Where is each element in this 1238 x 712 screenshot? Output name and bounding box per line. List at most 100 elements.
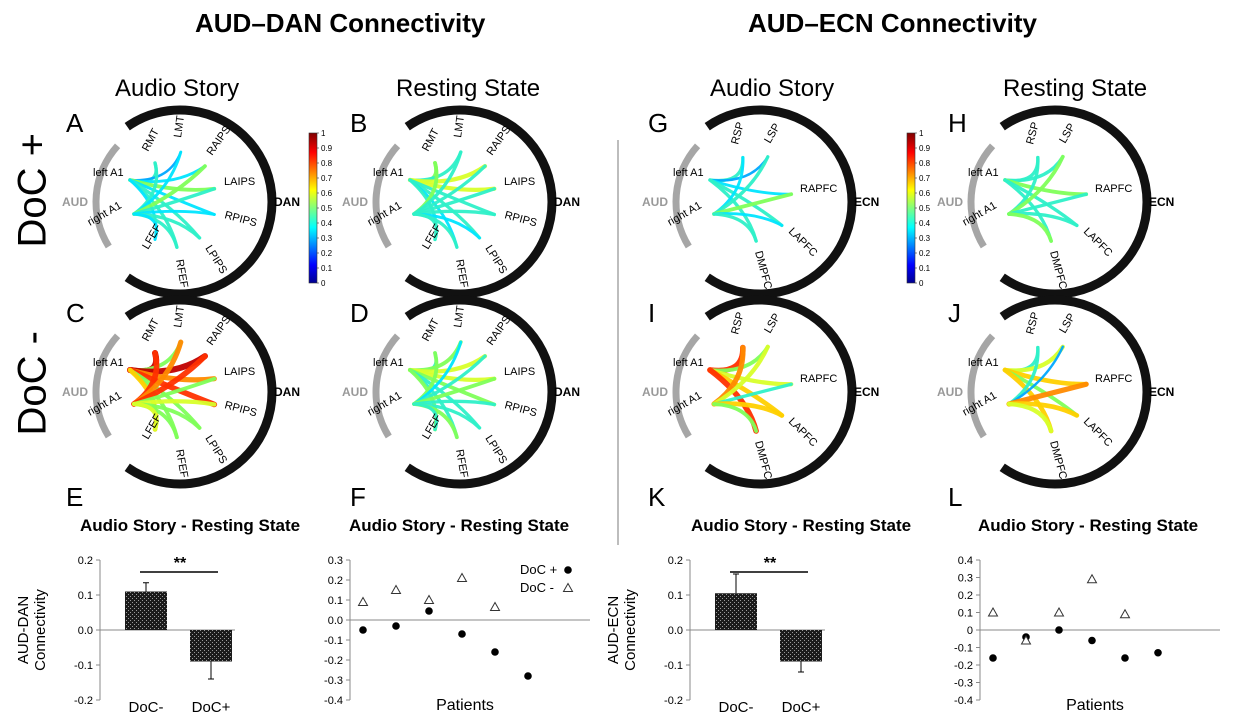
node-label-right-a1: right A1 — [86, 390, 124, 419]
row-label-doc-minus: DoC - — [10, 331, 55, 436]
node-label: LSP — [762, 121, 783, 145]
node-label: RSP — [729, 311, 746, 336]
data-point-triangle — [456, 572, 468, 582]
conn: left A1 right A1 RSP LSP RAPFC LAPFC DMPFC AUD E… — [642, 105, 879, 299]
node-label: RAPFC — [800, 373, 837, 385]
node-label: LFEF — [140, 412, 164, 442]
data-point-circle — [1154, 648, 1162, 657]
connection-line — [712, 192, 794, 216]
y-tick-label: -0.1 — [664, 660, 683, 672]
connection-line — [712, 212, 758, 243]
node-label: LPIPS — [202, 433, 229, 466]
colorbar-tick-label: 0.5 — [919, 204, 931, 213]
node-label: RSP — [1024, 311, 1041, 336]
column-title-audio-story-ecn: Audio Story — [710, 75, 835, 102]
colorbar-tick-label: 0.3 — [321, 234, 333, 243]
y-tick-label: 0.4 — [958, 555, 973, 567]
node-label: RFEF — [453, 448, 470, 479]
category-label: DoC- — [718, 699, 753, 712]
y-tick-label: 0.1 — [328, 595, 343, 607]
aud-arc — [92, 333, 121, 439]
connectogram-g: left A1 right A1 RSP LSP RAPFC LAPFC DMPFC AUD E… — [642, 105, 879, 299]
category-label: DoC+ — [192, 699, 231, 712]
connectogram-i: left A1 right A1 RSP LSP RAPFC LAPFC DMPFC AUD E… — [642, 295, 879, 489]
y-tick-label: 0.0 — [78, 625, 93, 637]
network-arc — [704, 105, 857, 299]
data-point-triangle — [489, 601, 501, 611]
y-axis-label: AUD-DANConnectivity — [15, 589, 49, 671]
node-label: LAIPS — [504, 366, 535, 378]
connection-line — [1007, 192, 1088, 216]
node-label: RPIPS — [503, 399, 538, 419]
node-label: DMPFC — [752, 440, 774, 481]
y-tick-label: -0.2 — [664, 695, 683, 707]
panel-letter-c: C — [66, 298, 85, 328]
panel-letter-j: J — [948, 298, 961, 328]
panel-letter-k: K — [648, 482, 666, 512]
network-name-aud: AUD — [342, 195, 368, 209]
subtitle-k: Audio Story - Resting State — [691, 516, 912, 535]
data-point-circle — [1121, 654, 1129, 662]
aud-arc — [92, 143, 121, 249]
y-axis-label: AUD-ECNConnectivity — [605, 589, 639, 671]
colorbar-tick-label: 0.1 — [321, 264, 333, 273]
node-label-left-a1: left A1 — [968, 167, 999, 179]
node-label: RFEF — [173, 448, 190, 479]
aud-arc — [672, 143, 701, 249]
node-label: LPIPS — [482, 243, 509, 276]
node-label-left-a1: left A1 — [673, 357, 704, 369]
panel-letter-i: I — [648, 298, 656, 328]
column-title-audio-story-dan: Audio Story — [115, 75, 240, 102]
node-label-right-a1: right A1 — [666, 200, 704, 229]
connection-line — [1006, 401, 1054, 434]
panel-letter-b: B — [350, 108, 368, 138]
conn: left A1 right A1 RSP LSP RAPFC LAPFC DMPFC AUD E… — [642, 295, 879, 489]
column-title-resting-state-ecn: Resting State — [1003, 75, 1148, 102]
node-label: DMPFC — [1047, 250, 1069, 291]
significance-label: ** — [764, 555, 777, 572]
connectogram-d: left A1 right A1 RMT LMT RAIPS LAIPS RPIPS LPIP… — [342, 295, 580, 489]
colorbar-tick-label: 0.2 — [321, 249, 333, 258]
data-point-circle — [359, 626, 367, 634]
connection-line — [128, 178, 216, 216]
connection-line — [1007, 154, 1065, 216]
legend-label: DoC + — [520, 562, 557, 577]
legend-marker-triangle — [562, 582, 574, 592]
network-name-aud: AUD — [62, 195, 88, 209]
connectogram-h: left A1 right A1 RSP LSP RAPFC LAPFC DMPFC AUD E… — [937, 105, 1174, 299]
colorbar-tick-label: 0.4 — [919, 219, 931, 228]
network-name-aud: AUD — [937, 195, 963, 209]
colorbar-tick-label: 0.8 — [321, 159, 333, 168]
network-arc — [999, 105, 1152, 299]
conn: left A1 right A1 RSP LSP RAPFC LAPFC DMPFC AUD E… — [937, 105, 1174, 299]
connectogram-a: left A1 right A1 RMT LMT RAIPS LAIPS RPIPS LPIP… — [62, 105, 300, 299]
panel-letter-a: A — [66, 108, 84, 138]
connection-line — [132, 212, 158, 241]
y-tick-label: -0.2 — [954, 660, 973, 672]
connectogram-b: left A1 right A1 RMT LMT RAIPS LAIPS RPIPS LPIP… — [342, 105, 580, 299]
network-name-aud: AUD — [937, 385, 963, 399]
colorbar-tick-label: 0.9 — [321, 144, 333, 153]
node-label: LPIPS — [482, 433, 509, 466]
node-label: RAPFC — [1095, 183, 1132, 195]
data-point-circle — [458, 630, 466, 638]
data-point-triangle — [423, 594, 435, 604]
node-label: RMT — [140, 126, 162, 153]
y-tick-label: 0.3 — [958, 573, 973, 585]
node-label: DMPFC — [1047, 440, 1069, 481]
x-axis-label: Patients — [436, 697, 494, 712]
y-tick-label: 0.1 — [958, 608, 973, 620]
connectogram-j: left A1 right A1 RSP LSP RAPFC LAPFC DMPFC AUD E… — [937, 295, 1174, 489]
network-name: ECN — [854, 385, 879, 399]
connection-line — [1007, 345, 1065, 406]
y-tick-label: -0.3 — [324, 675, 343, 687]
data-point-circle — [425, 607, 433, 615]
y-tick-label: -0.4 — [324, 695, 343, 707]
node-label-left-a1: left A1 — [373, 357, 404, 369]
category-label: DoC- — [128, 699, 163, 712]
node-label: DMPFC — [752, 250, 774, 291]
connection-line — [412, 402, 439, 432]
conn: left A1 right A1 RMT LMT RAIPS LAIPS RPIPS LPIP… — [342, 295, 580, 489]
data-point-triangle — [1020, 634, 1032, 645]
data-point-circle — [989, 654, 997, 662]
